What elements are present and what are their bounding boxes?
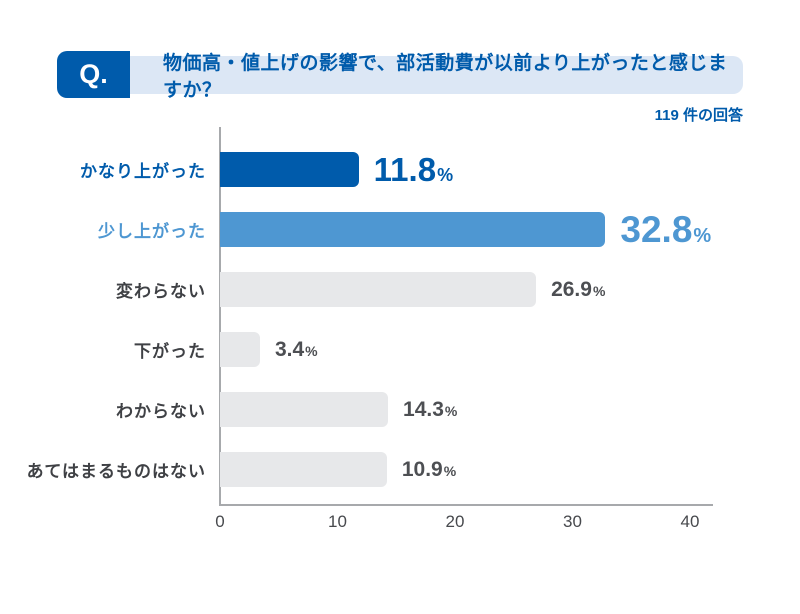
category-label: 下がった [134,342,206,361]
question-bar: 物価高・値上げの影響で、部活動費が以前より上がったと感じますか？ [130,53,743,101]
category-label: かなり上がった [80,162,206,181]
x-axis-ticks: 0 10 20 30 40 [215,512,699,532]
chart-row: わからない 14.3% [0,392,800,427]
x-axis-line [219,504,713,506]
percent-sign: % [443,462,457,479]
value-label: 11.8% [374,151,453,189]
x-tick-label: 0 [215,512,225,531]
response-count: 119 件の回答 [654,107,743,124]
percent-sign: % [444,402,458,419]
x-tick-label: 10 [328,512,347,531]
category-label: わからない [116,402,206,421]
bar [220,452,387,487]
question-text: 物価高・値上げの影響で、部活動費が以前より上がったと感じますか？ [163,53,728,101]
percent-sign: % [592,282,606,299]
bar [220,332,260,367]
category-label: 少し上がった [98,222,206,241]
x-tick-label: 20 [445,512,465,531]
value-number: 14.3 [403,397,444,421]
x-tick-label: 40 [680,512,700,531]
question-badge: Q. [57,51,130,98]
bar [220,392,389,427]
value-label: 32.8% [620,209,711,251]
x-tick-label: 30 [563,512,582,531]
value-number: 11.8 [373,150,437,188]
percent-sign: % [437,164,454,185]
percent-sign: % [305,342,318,359]
question-badge-label: Q. [79,59,108,89]
value-label: 14.3% [403,398,457,422]
value-label: 26.9% [551,278,605,302]
category-label: あてはまるものはない [26,462,206,481]
chart-row: 少し上がった 32.8% [0,209,800,250]
value-label: 3.4% [275,338,318,362]
percent-sign: % [693,224,712,247]
value-number: 26.9 [551,277,592,301]
bar [220,152,359,187]
chart-row: あてはまるものはない 10.9% [0,452,800,487]
value-number: 3.4 [274,337,305,361]
value-number: 32.8 [620,208,693,250]
category-label: 変わらない [116,282,206,301]
chart-row: 変わらない 26.9% [0,272,800,307]
value-number: 10.9 [401,457,443,481]
y-axis-line [219,127,221,506]
chart-row: かなり上がった 11.8% [0,151,800,189]
value-label: 10.9% [402,458,456,482]
bar [220,272,537,307]
bar [220,212,606,247]
chart-row: 下がった 3.4% [0,332,800,367]
